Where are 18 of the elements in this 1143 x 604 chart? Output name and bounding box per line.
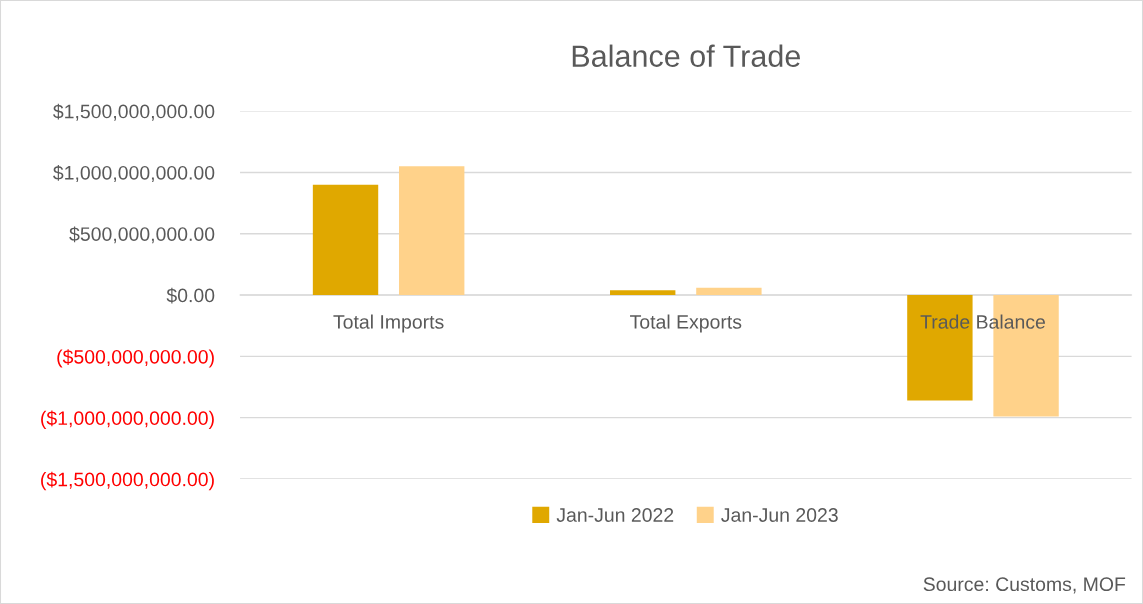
y-tick-label: $500,000,000.00	[69, 226, 215, 244]
chart-title: Balance of Trade	[572, 44, 800, 67]
bar	[610, 290, 676, 296]
legend-label: Jan-Jun 2022	[556, 508, 674, 522]
x-tick-label: Total Imports	[333, 314, 444, 333]
legend-label: Jan-Jun 2023	[721, 508, 838, 522]
y-tick-label: $1,000,000,000.00	[53, 165, 215, 182]
bar	[907, 295, 973, 401]
y-tick-label: ($1,000,000,000.00)	[41, 410, 214, 429]
source-note: Source: Customs, MOF	[923, 577, 1126, 594]
bar	[312, 184, 379, 296]
y-tick-label: $0.00	[166, 287, 215, 304]
bar	[399, 166, 465, 296]
y-tick-label: ($1,500,000,000.00)	[41, 471, 214, 491]
x-tick-label: Total Exports	[630, 314, 742, 333]
bar	[696, 287, 762, 296]
y-tick-label: $1,500,000,000.00	[53, 103, 215, 121]
y-tick-label: ($500,000,000.00)	[57, 349, 214, 368]
